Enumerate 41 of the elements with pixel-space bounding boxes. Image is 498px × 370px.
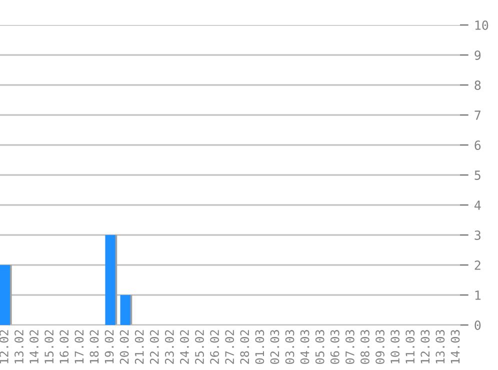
y-tick-label: 3 xyxy=(474,230,480,240)
x-tick-label: 07.03 xyxy=(345,330,354,364)
y-tick-label: 9 xyxy=(474,50,481,60)
x-tick-label: 17.02 xyxy=(74,330,84,364)
x-tick-label: 01.03 xyxy=(255,330,264,364)
x-tick-label: 03.03 xyxy=(285,330,294,364)
y-tick-label: 4 xyxy=(474,200,481,210)
x-tick-label: 25.02 xyxy=(195,330,204,364)
y-tick-label: 5 xyxy=(474,170,480,180)
y-tick-label: 8 xyxy=(474,80,481,90)
x-tick-label: 27.02 xyxy=(225,330,234,364)
x-tick-label: 28.02 xyxy=(240,330,250,364)
y-tick-label: 2 xyxy=(474,260,480,270)
x-tick-label: 13.02 xyxy=(14,330,24,364)
x-tick-label: 04.03 xyxy=(300,330,310,364)
y-tick-label: 10 xyxy=(475,20,488,30)
x-tick-label: 13.03 xyxy=(436,330,445,364)
x-tick-label: 02.03 xyxy=(270,330,280,364)
y-tick-label: 7 xyxy=(474,110,480,120)
y-tick-label: 1 xyxy=(475,290,481,300)
x-tick-label: 26.02 xyxy=(210,330,220,364)
x-tick-label: 15.02 xyxy=(44,330,54,364)
x-tick-label: 21.02 xyxy=(134,330,144,364)
x-tick-label: 19.02 xyxy=(104,330,114,364)
x-tick-label: 23.02 xyxy=(164,330,174,364)
x-tick-label: 22.02 xyxy=(150,330,159,364)
x-tick-label: 24.02 xyxy=(180,330,189,364)
y-tick-label: 0 xyxy=(474,320,481,330)
x-tick-label: 06.03 xyxy=(330,330,340,364)
x-tick-label: 14.02 xyxy=(30,330,39,364)
x-tick-label: 09.03 xyxy=(376,330,384,364)
x-tick-label: 14.03 xyxy=(450,330,460,364)
x-tick-label: 08.03 xyxy=(360,330,370,364)
x-tick-label: 20.02 xyxy=(120,330,129,364)
y-tick-label: 6 xyxy=(474,140,481,150)
x-tick-label: 05.03 xyxy=(315,330,324,364)
x-tick-label: 10.03 xyxy=(390,330,400,364)
x-tick-label: 18.02 xyxy=(90,330,99,364)
x-tick-label: 16.02 xyxy=(60,330,69,364)
x-tick-label: 12.03 xyxy=(420,330,430,364)
x-tick-label: 11.03 xyxy=(406,330,415,364)
